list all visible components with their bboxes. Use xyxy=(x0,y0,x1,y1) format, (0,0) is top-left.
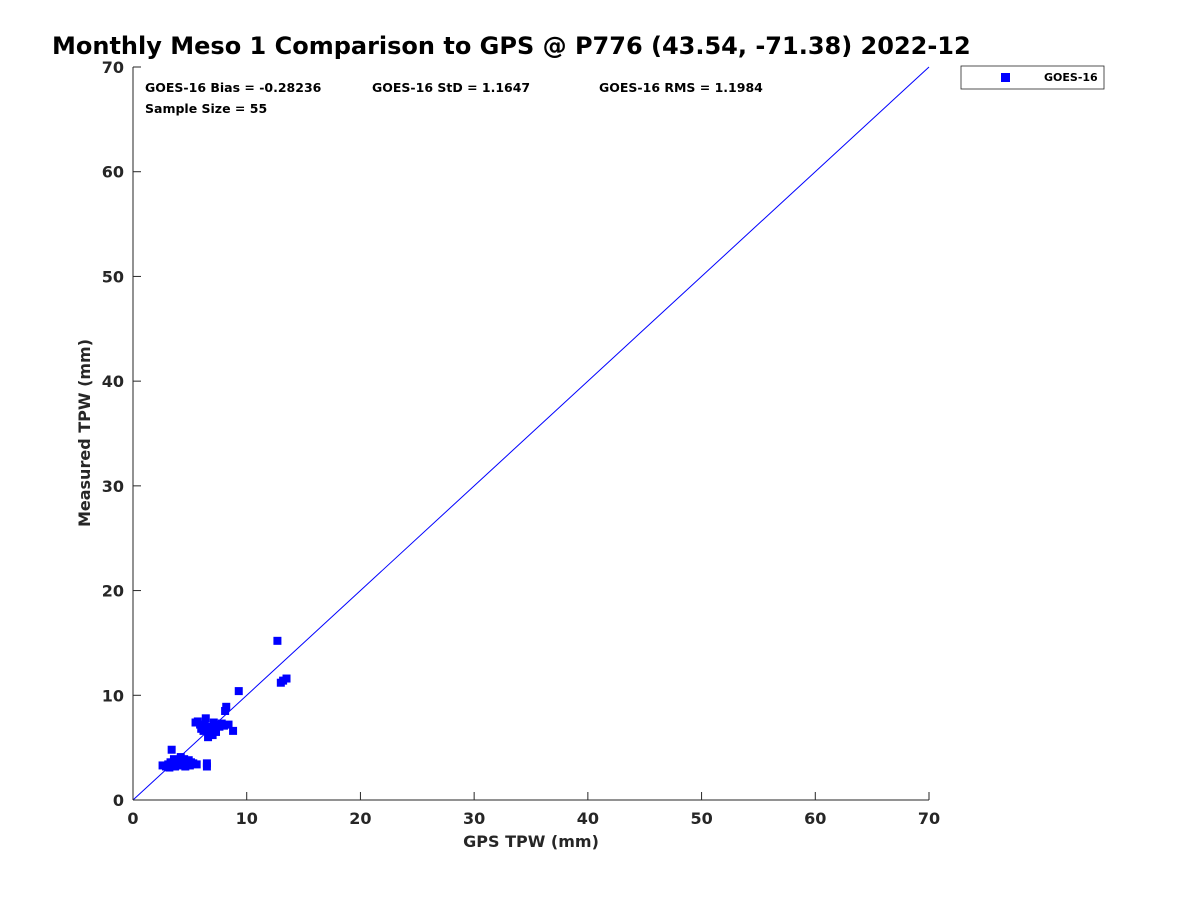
data-point xyxy=(212,727,221,736)
data-point xyxy=(229,726,238,735)
data-point xyxy=(222,702,231,711)
legend: GOES-16 xyxy=(960,65,1105,90)
chart-title: Monthly Meso 1 Comparison to GPS @ P776 … xyxy=(52,32,971,60)
data-point xyxy=(196,720,205,729)
legend-label: GOES-16 xyxy=(1044,71,1098,84)
x-tick-label: 40 xyxy=(577,809,599,828)
data-point xyxy=(273,636,282,645)
x-tick-label: 60 xyxy=(804,809,826,828)
stat-rms: GOES-16 RMS = 1.1984 xyxy=(599,80,763,95)
x-tick-label: 10 xyxy=(236,809,258,828)
stat-std: GOES-16 StD = 1.1647 xyxy=(372,80,530,95)
legend-marker xyxy=(1001,73,1010,82)
data-point xyxy=(199,726,208,735)
x-tick-label: 70 xyxy=(918,809,940,828)
legend-box xyxy=(960,65,1105,90)
y-tick-label: 10 xyxy=(102,686,124,705)
y-ticks: 0 10 20 30 40 50 60 70 xyxy=(102,58,141,810)
reference-line-1to1 xyxy=(132,66,930,801)
x-tick-label: 20 xyxy=(349,809,371,828)
data-points xyxy=(158,636,291,772)
data-point xyxy=(219,721,228,730)
stat-sample-size: Sample Size = 55 xyxy=(145,101,267,116)
data-point xyxy=(234,687,243,696)
data-point xyxy=(201,714,210,723)
y-tick-label: 0 xyxy=(113,791,124,810)
x-axis-label: GPS TPW (mm) xyxy=(463,832,599,851)
y-tick-label: 60 xyxy=(102,163,124,182)
y-tick-label: 20 xyxy=(102,582,124,601)
x-tick-label: 50 xyxy=(690,809,712,828)
x-tick-label: 30 xyxy=(463,809,485,828)
axes xyxy=(132,67,929,801)
y-tick-label: 40 xyxy=(102,372,124,391)
data-point xyxy=(192,760,201,769)
y-tick-label: 70 xyxy=(102,58,124,77)
y-axis-label: Measured TPW (mm) xyxy=(75,339,94,527)
x-ticks: 0 10 20 30 40 50 60 70 xyxy=(127,792,940,828)
data-point xyxy=(204,733,213,742)
data-point xyxy=(221,706,230,715)
data-point xyxy=(167,745,176,754)
data-point xyxy=(282,674,291,683)
stat-bias: GOES-16 Bias = -0.28236 xyxy=(145,80,322,95)
x-tick-label: 0 xyxy=(127,809,138,828)
data-point xyxy=(202,759,211,768)
y-tick-label: 50 xyxy=(102,267,124,286)
data-point xyxy=(224,720,233,729)
data-point xyxy=(200,721,209,730)
y-tick-label: 30 xyxy=(102,477,124,496)
